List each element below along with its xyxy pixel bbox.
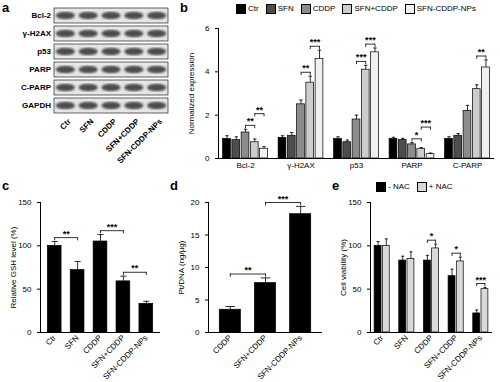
svg-text:Pt/DNA (ng/μg): Pt/DNA (ng/μg) [177,240,186,294]
svg-text:SFN+CDDP: SFN+CDDP [232,333,269,370]
svg-text:C-PARP: C-PARP [453,161,483,170]
html-text:c: c [2,178,10,193]
svg-text:50: 50 [23,285,32,294]
svg-text:**: ** [478,47,486,57]
svg-text:CDDP: CDDP [81,333,104,356]
html-text:SFN: SFN [277,4,294,14]
svg-text:C-PARP: C-PARP [21,83,52,92]
svg-text:SFN: SFN [63,333,81,351]
svg-text:SFN+CDDP: SFN+CDDP [89,333,127,371]
svg-text:Normalized expression: Normalized expression [187,53,196,134]
svg-text:Ctr: Ctr [58,117,73,132]
html-text:d: d [170,178,178,193]
svg-text:***: *** [476,275,487,285]
svg-text:***: *** [365,35,376,45]
svg-text:**: ** [131,263,139,273]
svg-text:CDDP: CDDP [96,117,119,140]
html-text:a: a [2,0,10,15]
svg-text:4: 4 [205,67,210,76]
svg-text:SFN-CDDP-NPs: SFN-CDDP-NPs [436,333,484,381]
svg-text:γ-H2AX: γ-H2AX [287,161,315,170]
svg-text:**: ** [247,116,255,126]
svg-text:CDDP: CDDP [412,333,434,355]
svg-text:100: 100 [18,241,32,250]
svg-text:γ-H2AX: γ-H2AX [23,29,52,38]
svg-text:0: 0 [357,328,362,337]
svg-text:20: 20 [191,198,200,207]
svg-text:**: ** [63,229,71,239]
html-text:+ NAC: + NAC [428,182,453,192]
html-text:CDDP: CDDP [312,4,336,14]
svg-text:SFN: SFN [78,117,96,135]
svg-text:*: * [430,231,434,241]
svg-text:***: *** [310,37,321,47]
svg-text:CDDP: CDDP [211,333,233,355]
svg-text:SFN-CDDP-NPs: SFN-CDDP-NPs [115,117,164,166]
svg-text:SFN+CDDP: SFN+CDDP [104,117,142,154]
svg-text:GAPDH: GAPDH [22,101,51,110]
html-text:Ctr: Ctr [248,4,259,14]
svg-text:**: ** [256,105,264,115]
svg-text:100: 100 [348,241,362,250]
svg-text:***: *** [421,118,432,128]
svg-text:SFN-CDDP-NPs: SFN-CDDP-NPs [256,333,304,381]
html-text:b: b [180,0,188,15]
svg-text:Cell viability (%): Cell viability (%) [339,239,348,296]
svg-text:***: *** [278,194,289,204]
svg-text:***: *** [356,52,367,62]
svg-text:Bcl-2: Bcl-2 [236,161,255,170]
html-text:SFN-CDDP-NPs: SFN-CDDP-NPs [416,4,476,14]
svg-text:p53: p53 [37,47,51,56]
svg-text:150: 150 [18,198,32,207]
html-text:e: e [332,178,340,193]
svg-text:*: * [415,130,419,140]
svg-text:*: * [454,244,458,254]
svg-text:Ctr: Ctr [371,333,385,347]
html-text:SFN+CDDP: SFN+CDDP [354,4,398,14]
svg-text:10: 10 [191,263,200,272]
svg-text:5: 5 [195,296,200,305]
svg-text:PARP: PARP [29,65,51,74]
svg-text:**: ** [244,265,252,275]
html-text:- NAC: - NAC [388,182,410,192]
svg-text:15: 15 [191,231,200,240]
svg-text:Bcl-2: Bcl-2 [31,11,51,20]
svg-text:0: 0 [195,328,200,337]
svg-text:***: *** [107,222,118,232]
svg-text:0: 0 [27,328,32,337]
svg-text:2: 2 [205,111,210,120]
svg-text:SFN-CDDP-NPs: SFN-CDDP-NPs [101,333,149,381]
svg-text:SFN+CDDP: SFN+CDDP [422,333,460,371]
svg-text:150: 150 [348,198,362,207]
svg-text:SFN: SFN [392,333,410,351]
svg-text:50: 50 [353,285,362,294]
svg-text:**: ** [302,63,310,73]
svg-text:p53: p53 [350,161,364,170]
svg-text:PARP: PARP [401,161,422,170]
svg-text:0: 0 [205,154,210,163]
svg-text:6: 6 [205,24,210,33]
svg-text:Relative GSH level (%): Relative GSH level (%) [9,226,18,308]
svg-text:Ctr: Ctr [44,333,58,347]
